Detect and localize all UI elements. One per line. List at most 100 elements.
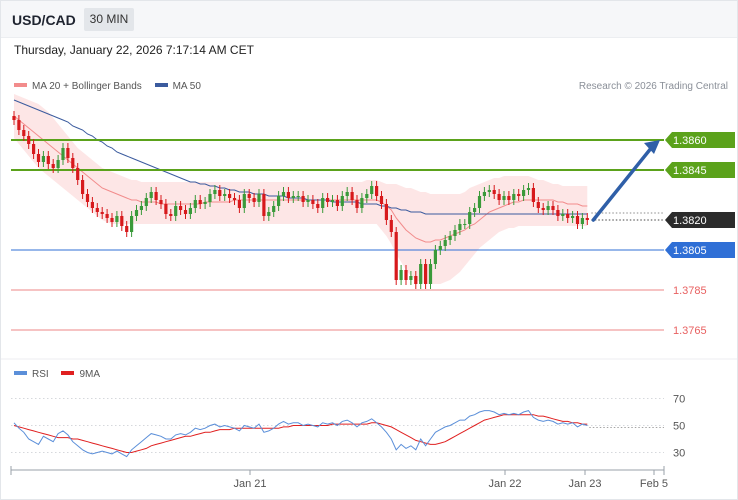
candle-body: [394, 232, 398, 280]
candle-body: [296, 196, 300, 197]
candle-body: [531, 188, 535, 202]
candle-body: [575, 216, 580, 224]
candle-body: [443, 240, 447, 246]
candle-body: [360, 198, 364, 208]
candle-body: [311, 200, 315, 204]
candle-body: [213, 190, 217, 194]
candle-body: [228, 194, 232, 198]
candle-body: [502, 196, 506, 200]
moving-averages: [13, 99, 588, 243]
candle-body: [375, 186, 379, 196]
legend-label-ma20: MA 20 + Bollinger Bands: [32, 81, 142, 92]
legend-swatch-rsi: [14, 371, 27, 376]
level-label-1.3805: 1.3805: [673, 245, 707, 257]
candle-body: [134, 210, 139, 216]
chart-header: USD/CAD 30 MIN: [1, 1, 737, 38]
candle-body: [169, 214, 173, 216]
rsi-tick-50: 50: [673, 421, 685, 433]
rsi-legend: RSI 9MA: [14, 369, 110, 380]
candle-body: [551, 206, 555, 210]
candle-body: [473, 208, 477, 212]
candle-body: [12, 116, 16, 120]
candle-body: [424, 264, 428, 284]
rsi-lines: [13, 410, 664, 458]
candle-body: [428, 264, 433, 284]
x-tick-label-0: Jan 21: [233, 478, 266, 490]
forecast-arrow-head: [644, 140, 660, 154]
candle-body: [433, 250, 437, 264]
candle-body: [242, 194, 246, 208]
level-label-1.3785: 1.3785: [673, 285, 707, 297]
timeframe-badge[interactable]: 30 MIN: [84, 8, 134, 31]
candle-body: [81, 180, 85, 194]
candle-body: [90, 202, 94, 208]
level-tag-1.3820: [665, 212, 735, 228]
candle-body: [585, 218, 589, 220]
candle-body: [164, 204, 168, 214]
price-levels: [11, 139, 664, 331]
candle-body: [350, 192, 354, 200]
candle-body: [355, 200, 359, 208]
price-legend: MA 20 + Bollinger Bands MA 50: [14, 81, 211, 92]
rsi-tick-70: 70: [673, 394, 685, 406]
candle-body: [316, 204, 320, 208]
candle-body: [512, 194, 516, 200]
candle-body: [36, 154, 41, 162]
legend-swatch-ma50: [154, 83, 168, 88]
rsi-ma-line: [13, 414, 588, 453]
candle-body: [115, 216, 119, 222]
x-tick-label-3: Feb 5: [640, 478, 668, 490]
candle-body: [277, 196, 281, 206]
level-tag-1.3860: [665, 132, 735, 148]
level-label-1.3860: 1.3860: [673, 135, 707, 147]
candle-body: [223, 194, 227, 196]
forecast-arrow: [591, 140, 660, 222]
level-tag-1.3845: [665, 162, 735, 178]
candle-body: [487, 190, 491, 192]
candle-body: [321, 198, 325, 208]
candle-body: [477, 196, 482, 208]
candle-body: [306, 200, 310, 202]
timestamp: Thursday, January 22, 2026 7:17:14 AM CE…: [14, 43, 254, 57]
legend-item-ma50: MA 50: [154, 81, 201, 92]
candle-body: [105, 214, 109, 218]
candle-body: [291, 196, 295, 198]
candle-body: [326, 198, 330, 202]
candle-body: [232, 198, 237, 200]
candle-body: [272, 206, 276, 212]
candle-body: [438, 246, 442, 250]
candle-body: [281, 192, 286, 196]
candle-body: [139, 206, 143, 210]
candle-body: [389, 220, 393, 232]
candle-body: [174, 206, 178, 216]
candle-body: [384, 204, 388, 220]
candle-body: [144, 198, 148, 206]
candle-body: [130, 216, 134, 232]
x-tick-label-2: Jan 23: [568, 478, 601, 490]
candle-body: [208, 194, 212, 202]
bollinger-band: [14, 94, 588, 284]
candle-body: [188, 208, 192, 214]
candle-body: [193, 200, 197, 208]
candle-body: [522, 190, 526, 196]
candle-body: [414, 276, 418, 284]
candle-body: [17, 120, 21, 130]
candle-body: [404, 270, 408, 280]
bollinger-band-area: [14, 94, 588, 284]
legend-label-rsi: RSI: [32, 369, 49, 380]
candle-body: [149, 192, 153, 198]
legend-item-ma20: MA 20 + Bollinger Bands: [14, 81, 142, 92]
legend-item-rsi: RSI: [14, 369, 49, 380]
candle-body: [330, 200, 335, 202]
legend-swatch-ma20: [14, 83, 27, 88]
candle-body: [125, 226, 129, 232]
candle-body: [203, 202, 207, 204]
candle-body: [154, 192, 158, 200]
candle-body: [46, 156, 50, 164]
candle-body: [218, 190, 222, 196]
candle-body: [468, 212, 472, 224]
level-tag-1.3805: [665, 242, 735, 258]
candle-body: [458, 224, 462, 230]
candle-body: [580, 218, 584, 224]
